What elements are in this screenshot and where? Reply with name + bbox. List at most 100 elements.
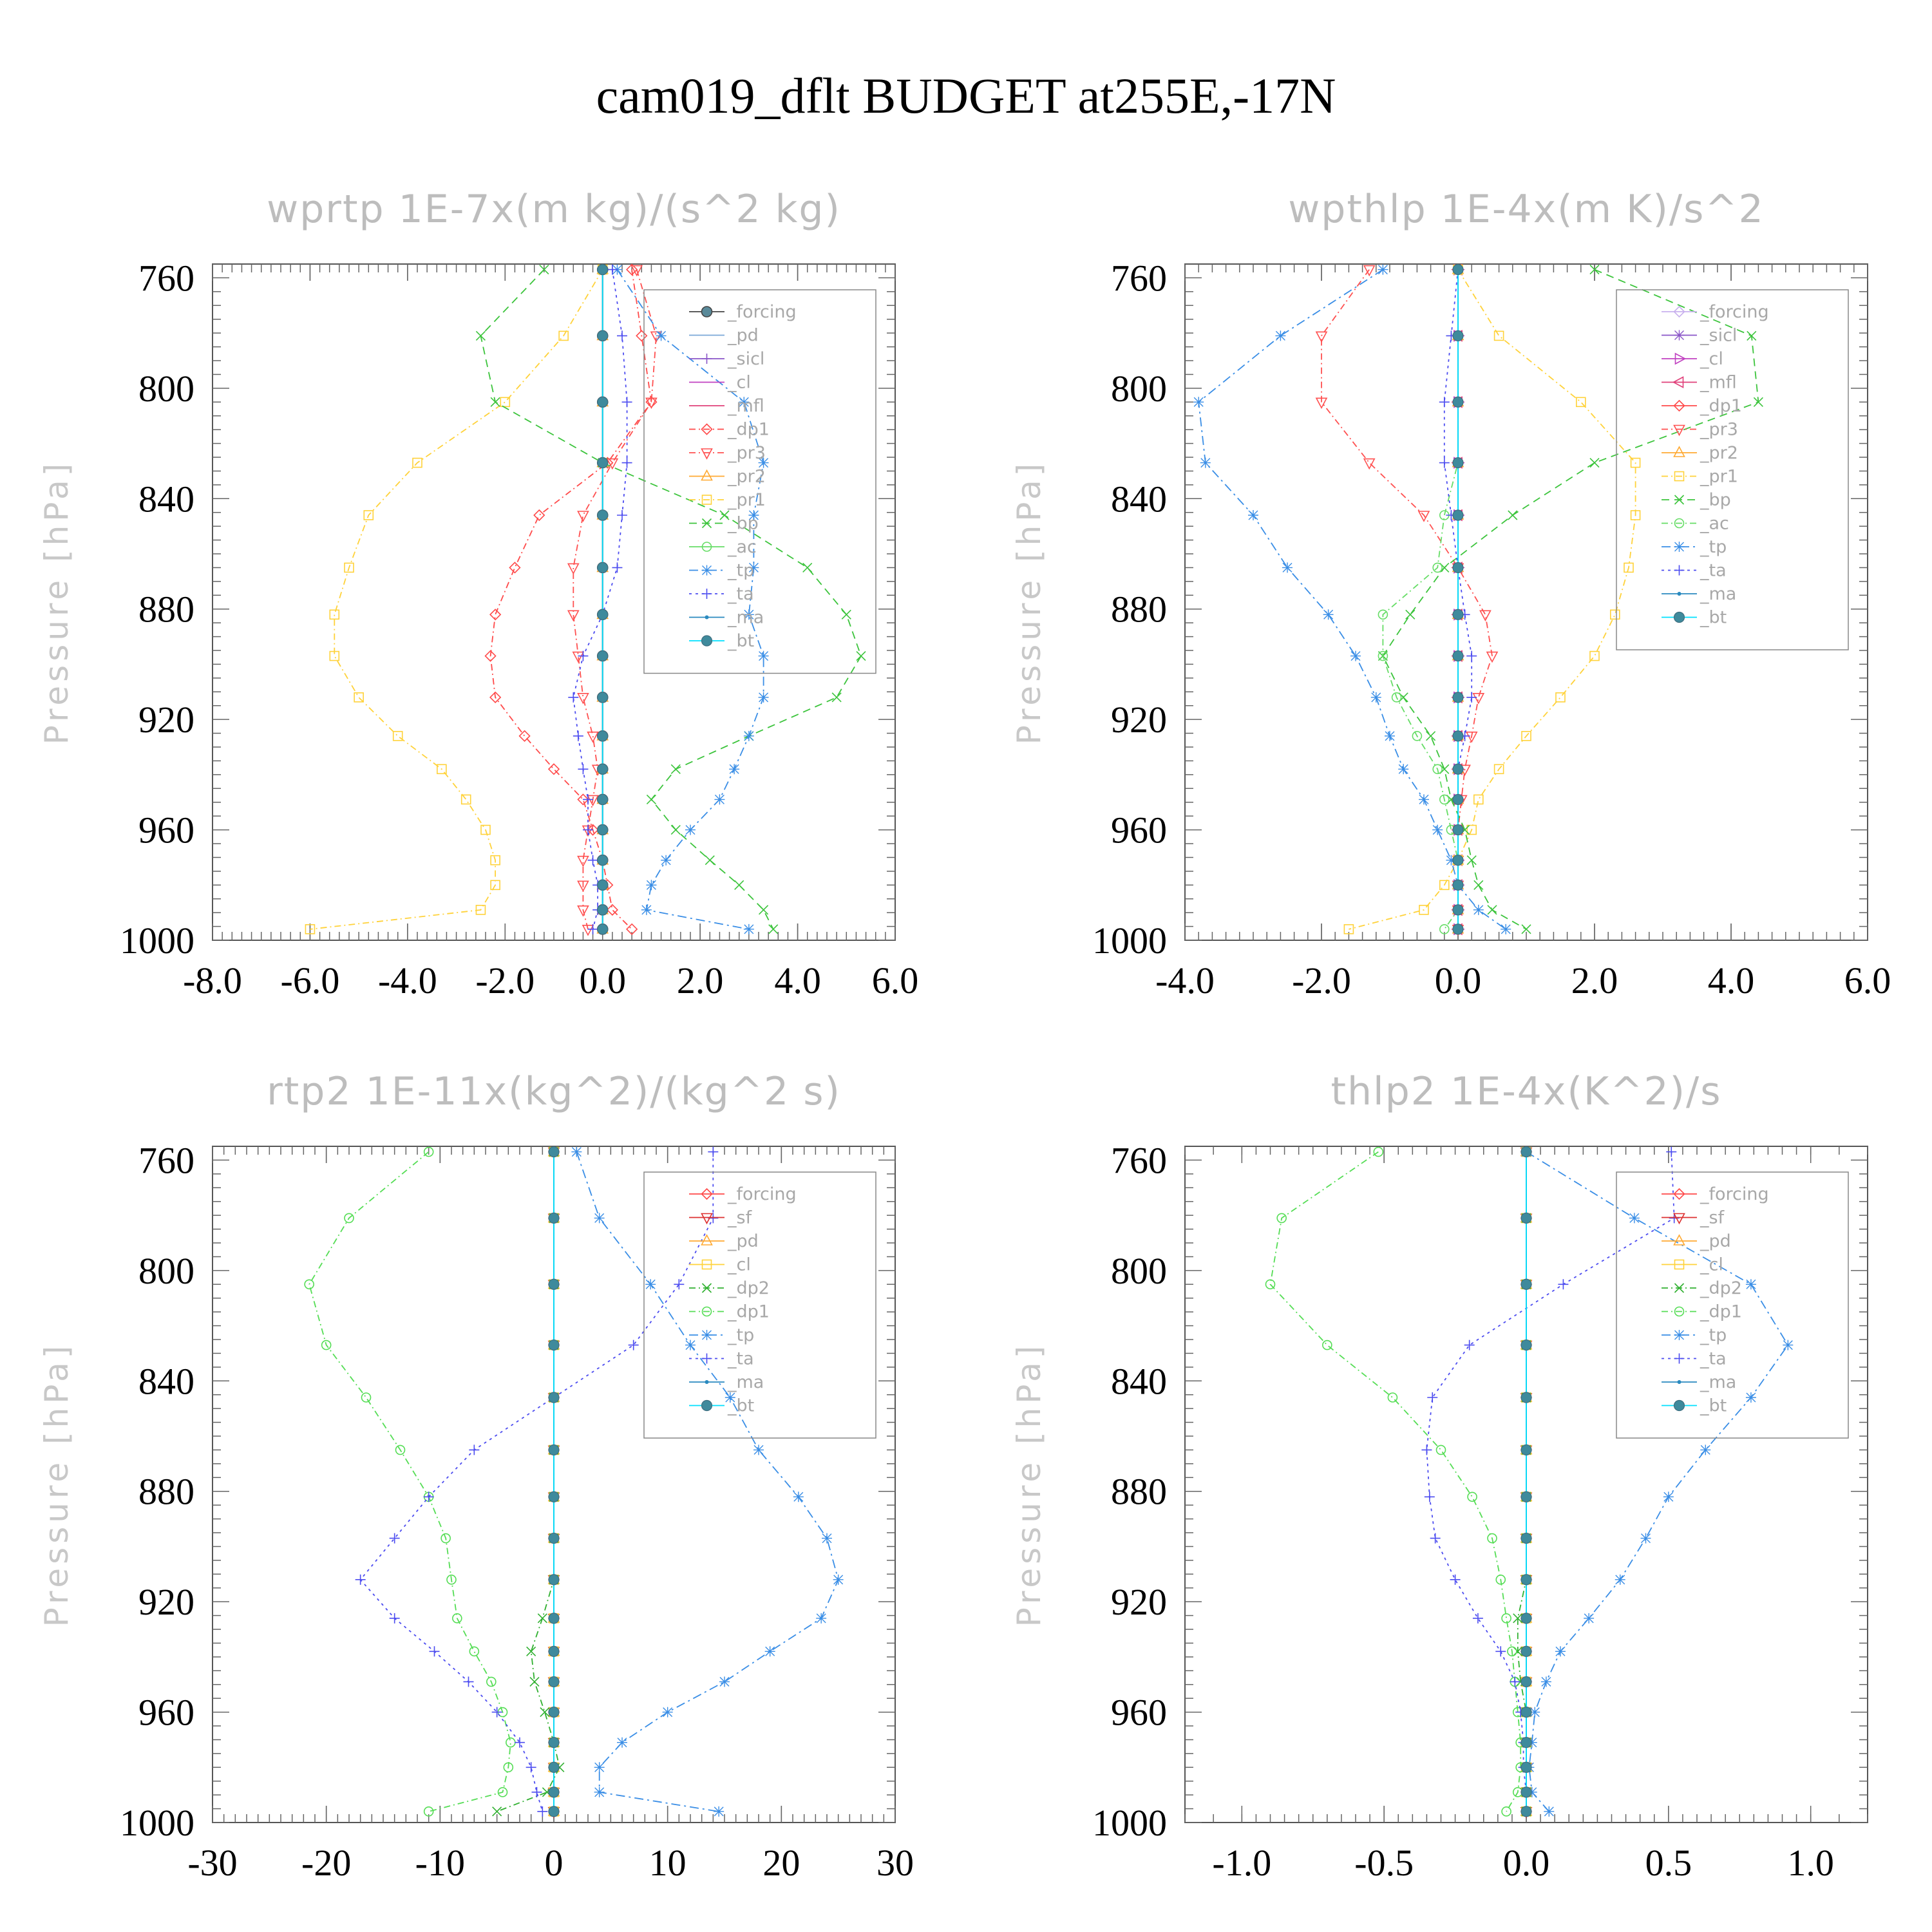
data-point: [548, 1806, 560, 1817]
data-point: [1629, 1213, 1640, 1224]
data-point: [548, 1737, 560, 1748]
data-point: [1507, 1646, 1517, 1657]
data-point: [344, 1213, 354, 1224]
legend-marker: [701, 1188, 713, 1200]
legend-item: _bp: [1662, 490, 1731, 510]
y-tick-label: 1000: [1092, 920, 1167, 961]
data-point: [1452, 562, 1464, 574]
data-point: [1466, 824, 1477, 835]
data-point: [1315, 331, 1328, 343]
data-point: [1510, 1676, 1520, 1687]
data-point: [1350, 650, 1361, 661]
x-tick-label: -4.0: [378, 960, 437, 1001]
data-point: [515, 1737, 525, 1748]
legend-label: _pr3: [727, 443, 766, 463]
legend-marker: [701, 495, 712, 505]
legend-item: _sicl: [1662, 326, 1737, 346]
data-point: [670, 825, 681, 835]
legend-marker: [1674, 518, 1685, 529]
legend-label: _pr2: [1700, 443, 1738, 463]
legend-item: _ac: [1662, 514, 1729, 534]
data-point: [329, 609, 340, 620]
data-point: [1487, 905, 1497, 915]
data-point: [1439, 794, 1450, 805]
legend-label: _bt: [1700, 608, 1727, 628]
data-point: [571, 1146, 582, 1157]
legend-label: _dp2: [1700, 1278, 1742, 1298]
panel-title: wpthlp 1E-4x(m K)/s^2: [1288, 187, 1765, 232]
legend-item: _dp1: [1662, 1302, 1742, 1322]
legend: _forcing _pd _sicl _cl _mfl _dp1 _pr3 _pr2 _pr1 _…: [643, 289, 876, 674]
legend: _forcing _sf _pd _cl _dp2 _dp1 _tp _ta _ma _bt: [643, 1171, 876, 1439]
data-point: [460, 794, 471, 805]
legend-marker: [701, 565, 712, 576]
legend: _forcing _sf _pd _cl _dp2 _dp1 _tp _ta _ma _bt: [1616, 1171, 1849, 1439]
data-point: [1584, 1613, 1595, 1624]
legend-label: _ac: [1700, 514, 1729, 534]
data-point: [548, 1645, 560, 1657]
legend-item: _ma: [1662, 584, 1736, 604]
data-point: [1323, 609, 1334, 620]
legend-marker: [1673, 424, 1685, 437]
y-axis-label: Pressure [hPa]: [38, 460, 75, 745]
data-point: [1495, 1575, 1506, 1585]
data-point: [1419, 905, 1429, 915]
data-point: [841, 609, 851, 620]
data-point: [1472, 693, 1485, 705]
legend-label: _mfl: [1700, 373, 1737, 393]
legend-item: _ta: [689, 1349, 754, 1369]
panel-thlp2: thlp2 1E-4x(K^2)/s Pressure [hPa] 760 800 84…: [1010, 1069, 1868, 1884]
legend-item: _pr2: [689, 467, 766, 487]
data-point: [363, 510, 374, 520]
data-point: [503, 1762, 514, 1773]
y-tick-label: 840: [138, 478, 194, 520]
data-point: [729, 764, 740, 775]
data-point: [1373, 1146, 1384, 1157]
legend-label: _ta: [1700, 561, 1727, 581]
data-point: [1520, 1392, 1532, 1403]
data-point: [606, 904, 618, 916]
y-axis-label: Pressure [hPa]: [1010, 460, 1048, 745]
data-point: [497, 1787, 508, 1797]
y-tick-label: 880: [1111, 1471, 1167, 1513]
data-point: [1452, 879, 1464, 891]
data-point: [1363, 458, 1376, 470]
data-point: [578, 650, 589, 661]
data-point: [708, 1146, 719, 1157]
data-point: [1378, 609, 1388, 620]
series-bt: [1520, 1146, 1532, 1817]
data-point: [548, 1532, 560, 1544]
data-point: [1412, 731, 1423, 741]
data-point: [361, 1392, 372, 1403]
legend-label: _tp: [727, 561, 754, 581]
data-point: [490, 880, 500, 891]
legend-label: _dp1: [1700, 396, 1742, 416]
data-point: [475, 330, 486, 341]
data-point: [650, 331, 663, 343]
panel-wpthlp: wpthlp 1E-4x(m K)/s^2 Pressure [hPa] 760 80…: [1010, 187, 1891, 1001]
x-tick-label: -4.0: [1155, 960, 1215, 1001]
data-point: [621, 397, 632, 408]
legend-item: _cl: [1662, 349, 1723, 369]
legend-marker: [701, 1213, 713, 1225]
legend-label: _mfl: [727, 396, 764, 416]
data-point: [567, 563, 580, 575]
legend-item: _sicl: [689, 349, 764, 369]
data-point: [548, 1146, 560, 1158]
data-point: [1589, 265, 1600, 275]
data-point: [1426, 731, 1436, 741]
legend-item: _mfl: [1662, 373, 1737, 393]
data-point: [594, 1786, 605, 1797]
data-point: [743, 609, 754, 620]
legend-label: _pr1: [727, 490, 766, 510]
legend-marker: [1674, 1330, 1685, 1340]
legend-item: _dp1: [1662, 396, 1742, 416]
data-point: [1391, 692, 1402, 703]
data-point: [670, 764, 681, 774]
data-point: [587, 795, 599, 807]
data-point: [539, 265, 549, 275]
legend-item: _forcing: [1662, 1184, 1769, 1204]
data-point: [1464, 1340, 1475, 1350]
data-point: [802, 562, 813, 573]
data-point: [1452, 692, 1464, 703]
